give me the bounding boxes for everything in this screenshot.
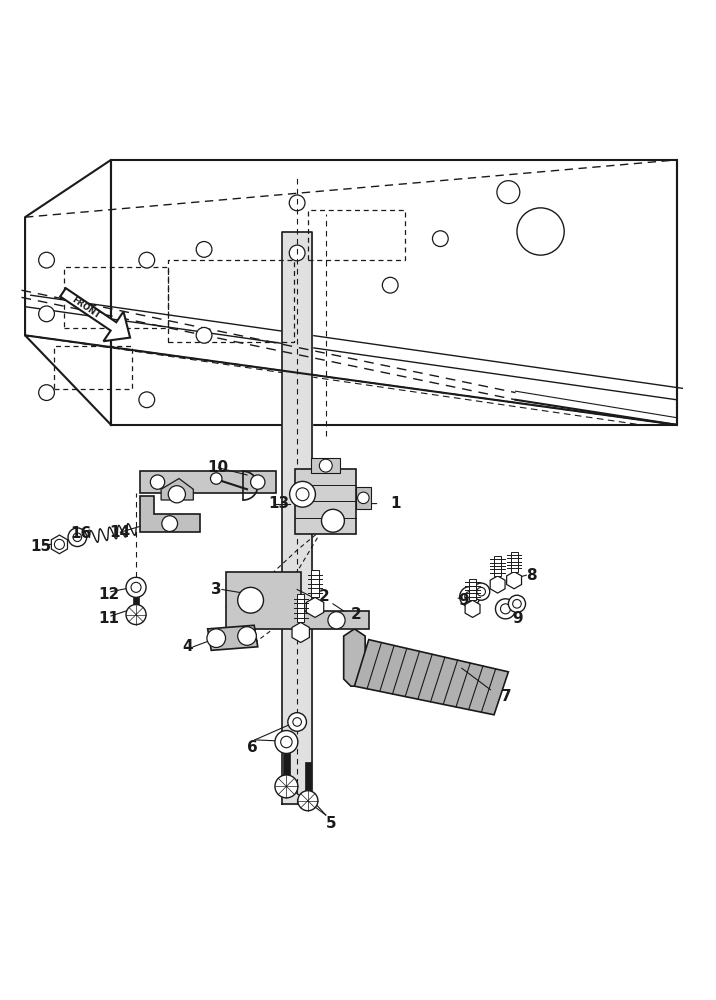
Polygon shape xyxy=(297,594,304,622)
Polygon shape xyxy=(507,572,521,589)
Circle shape xyxy=(251,475,265,489)
Text: 15: 15 xyxy=(30,539,52,554)
Polygon shape xyxy=(133,577,139,605)
Polygon shape xyxy=(511,552,518,572)
Circle shape xyxy=(357,492,369,504)
Circle shape xyxy=(500,604,511,614)
Text: 12: 12 xyxy=(99,587,120,602)
Circle shape xyxy=(296,488,309,501)
Polygon shape xyxy=(292,622,309,642)
Circle shape xyxy=(238,627,256,645)
Bar xyxy=(311,458,340,473)
Circle shape xyxy=(293,718,301,726)
Polygon shape xyxy=(226,572,369,629)
Circle shape xyxy=(289,195,305,211)
Polygon shape xyxy=(465,600,480,617)
Text: 14: 14 xyxy=(110,525,131,540)
Polygon shape xyxy=(140,471,276,493)
Text: 9: 9 xyxy=(458,593,469,608)
Circle shape xyxy=(328,612,345,629)
Polygon shape xyxy=(344,629,365,686)
Polygon shape xyxy=(282,232,312,804)
Text: 1: 1 xyxy=(390,496,401,511)
Circle shape xyxy=(211,473,222,484)
Circle shape xyxy=(290,481,316,507)
Polygon shape xyxy=(52,535,67,554)
Text: 13: 13 xyxy=(268,496,290,511)
Text: 11: 11 xyxy=(99,611,120,626)
Polygon shape xyxy=(490,576,505,593)
Circle shape xyxy=(288,713,306,731)
Circle shape xyxy=(517,208,564,255)
Text: 5: 5 xyxy=(326,816,337,831)
Circle shape xyxy=(513,600,521,608)
Polygon shape xyxy=(305,762,311,791)
Polygon shape xyxy=(161,479,193,500)
Circle shape xyxy=(275,731,298,753)
Circle shape xyxy=(497,181,520,204)
Circle shape xyxy=(73,533,82,542)
Circle shape xyxy=(139,392,155,408)
Circle shape xyxy=(432,231,448,247)
Text: 6: 6 xyxy=(247,740,258,755)
Circle shape xyxy=(289,245,305,261)
Circle shape xyxy=(126,605,146,625)
Circle shape xyxy=(131,582,141,592)
Circle shape xyxy=(39,252,54,268)
Circle shape xyxy=(319,459,332,472)
Circle shape xyxy=(477,587,485,596)
Text: 3: 3 xyxy=(211,582,222,597)
Polygon shape xyxy=(311,570,319,597)
Circle shape xyxy=(298,791,318,811)
Circle shape xyxy=(68,528,87,547)
Text: 8: 8 xyxy=(526,568,537,583)
Polygon shape xyxy=(296,469,357,534)
Text: 7: 7 xyxy=(501,689,512,704)
Circle shape xyxy=(150,475,165,489)
Text: 16: 16 xyxy=(70,526,92,541)
Polygon shape xyxy=(357,487,371,509)
Polygon shape xyxy=(208,625,258,650)
Circle shape xyxy=(508,595,526,612)
Circle shape xyxy=(196,242,212,257)
Circle shape xyxy=(465,592,475,602)
Circle shape xyxy=(207,629,226,647)
Circle shape xyxy=(382,277,398,293)
Circle shape xyxy=(275,775,298,798)
Polygon shape xyxy=(284,743,289,775)
Text: 9: 9 xyxy=(512,611,523,626)
Text: FRONT: FRONT xyxy=(69,295,102,320)
Polygon shape xyxy=(140,496,200,532)
Circle shape xyxy=(39,385,54,400)
Circle shape xyxy=(460,587,480,607)
Polygon shape xyxy=(60,288,130,341)
Circle shape xyxy=(168,486,185,503)
Circle shape xyxy=(162,516,178,532)
Polygon shape xyxy=(306,597,324,617)
Circle shape xyxy=(39,306,54,322)
Circle shape xyxy=(54,539,64,549)
Circle shape xyxy=(126,577,146,597)
Polygon shape xyxy=(494,556,501,576)
Circle shape xyxy=(321,509,344,532)
Polygon shape xyxy=(354,640,508,715)
Text: 4: 4 xyxy=(183,639,193,654)
Circle shape xyxy=(518,224,534,239)
Circle shape xyxy=(238,587,263,613)
Text: 2: 2 xyxy=(319,589,329,604)
Text: 2: 2 xyxy=(351,607,362,622)
Circle shape xyxy=(495,599,516,619)
Circle shape xyxy=(196,327,212,343)
Text: 10: 10 xyxy=(208,460,229,475)
Polygon shape xyxy=(469,579,476,600)
Circle shape xyxy=(139,252,155,268)
Circle shape xyxy=(473,583,490,600)
Circle shape xyxy=(281,736,292,748)
